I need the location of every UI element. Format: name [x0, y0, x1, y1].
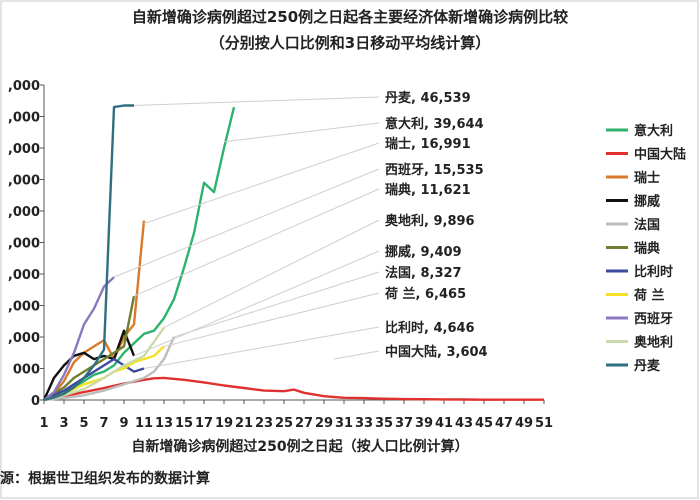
source-note: 源：根据世卫组织发布的数据计算: [0, 471, 210, 487]
x-tick-label: 21: [235, 416, 253, 431]
legend-label: 荷 兰: [633, 288, 665, 304]
x-tick-label: 23: [255, 416, 273, 431]
annotation-label: 瑞士, 16,991: [385, 136, 471, 152]
legend-label: 挪威: [634, 194, 660, 210]
series-line-1: [43, 376, 544, 402]
annotation-leader: [223, 122, 380, 143]
x-tick-label: 11: [135, 416, 153, 431]
legend-label: 意大利: [634, 123, 673, 139]
x-tick-label: 1: [39, 416, 48, 431]
annotation-leader: [133, 250, 380, 357]
x-tick-label: 31: [335, 416, 353, 431]
x-tick-label: 5: [79, 416, 88, 431]
x-tick-label: 9: [119, 416, 128, 431]
y-tick-label: ,000: [8, 331, 40, 346]
annotation-leader: [133, 96, 380, 106]
x-tick-label: 47: [495, 416, 513, 431]
y-tick-label: ,000: [8, 300, 40, 315]
y-tick-label: 0: [31, 394, 40, 409]
legend-label: 西班牙: [634, 311, 673, 327]
x-tick-label: 17: [195, 416, 213, 431]
x-axis-label: 自新增确诊病例超过250例之日起（按人口比例计算）: [131, 439, 469, 455]
x-tick-label: 35: [375, 416, 393, 431]
annotation-leader: [163, 219, 380, 328]
x-tick-label: 29: [315, 416, 333, 431]
y-tick-label: ,000: [8, 111, 40, 126]
annotation-leader: [173, 271, 380, 338]
x-tick-label: 49: [515, 416, 533, 431]
x-tick-label: 41: [435, 416, 453, 431]
annotation-label: 瑞典, 11,621: [385, 182, 471, 198]
chart-subtitle: （分别按人口比例和3日移动平均线计算）: [209, 34, 491, 52]
annotation-label: 西班牙, 15,535: [385, 162, 484, 178]
annotation-label: 比利时, 4,646: [385, 320, 475, 336]
annotation-label: 挪威, 9,409: [385, 244, 462, 260]
legend-label: 比利时: [634, 264, 673, 280]
series-line-10: [43, 104, 134, 402]
annotation-leader: [143, 142, 380, 225]
x-tick-label: 51: [535, 416, 553, 431]
x-tick-label: 43: [455, 416, 473, 431]
annotation-label: 中国大陆, 3,604: [385, 344, 488, 360]
x-tick-label: 15: [175, 416, 193, 431]
annotation-leader: [333, 350, 380, 360]
x-tick-label: 13: [155, 416, 173, 431]
x-tick-label: 7: [99, 416, 108, 431]
x-tick-label: 37: [395, 416, 413, 431]
series-line-8: [43, 276, 115, 401]
annotation-label: 荷 兰, 6,465: [384, 286, 466, 302]
y-tick-label: ,000: [8, 142, 40, 157]
x-tick-label: 27: [295, 416, 313, 431]
x-tick-label: 19: [215, 416, 233, 431]
y-tick-label: ,000: [8, 79, 40, 94]
series-line-3: [42, 329, 136, 401]
series-line-4: [43, 336, 176, 402]
y-tick-label: ,000: [8, 205, 40, 220]
legend-label: 中国大陆: [634, 147, 686, 163]
y-tick-label: ,000: [8, 174, 40, 189]
annotation-label: 意大利, 39,644: [385, 116, 484, 132]
x-tick-label: 45: [475, 416, 493, 431]
chart-title: 自新增确诊病例超过250例之日起各主要经济体新增确诊病例比较: [131, 8, 569, 26]
series-line-9: [43, 326, 165, 402]
annotation-leader: [143, 326, 380, 369]
legend-label: 奥地利: [634, 335, 673, 351]
x-tick-label: 3: [59, 416, 68, 431]
annotation-label: 法国, 8,327: [385, 265, 462, 281]
series-line-5: [43, 295, 136, 402]
annotation-leader: [113, 168, 380, 278]
x-tick-label: 25: [275, 416, 293, 431]
annotation-leader: [163, 292, 380, 347]
legend-label: 瑞典: [634, 241, 660, 257]
y-tick-label: ,000: [8, 237, 40, 252]
annotation-leader: [133, 188, 380, 297]
x-tick-label: 39: [415, 416, 433, 431]
annotation-label: 丹麦, 46,539: [385, 90, 471, 106]
y-tick-label: ,000: [8, 268, 40, 283]
annotation-label: 奥地利, 9,896: [385, 213, 475, 229]
x-tick-label: 33: [355, 416, 373, 431]
legend-label: 瑞士: [634, 170, 660, 186]
legend-label: 丹麦: [634, 358, 661, 374]
legend-label: 法国: [634, 217, 660, 233]
y-tick-label: 000: [13, 363, 40, 378]
